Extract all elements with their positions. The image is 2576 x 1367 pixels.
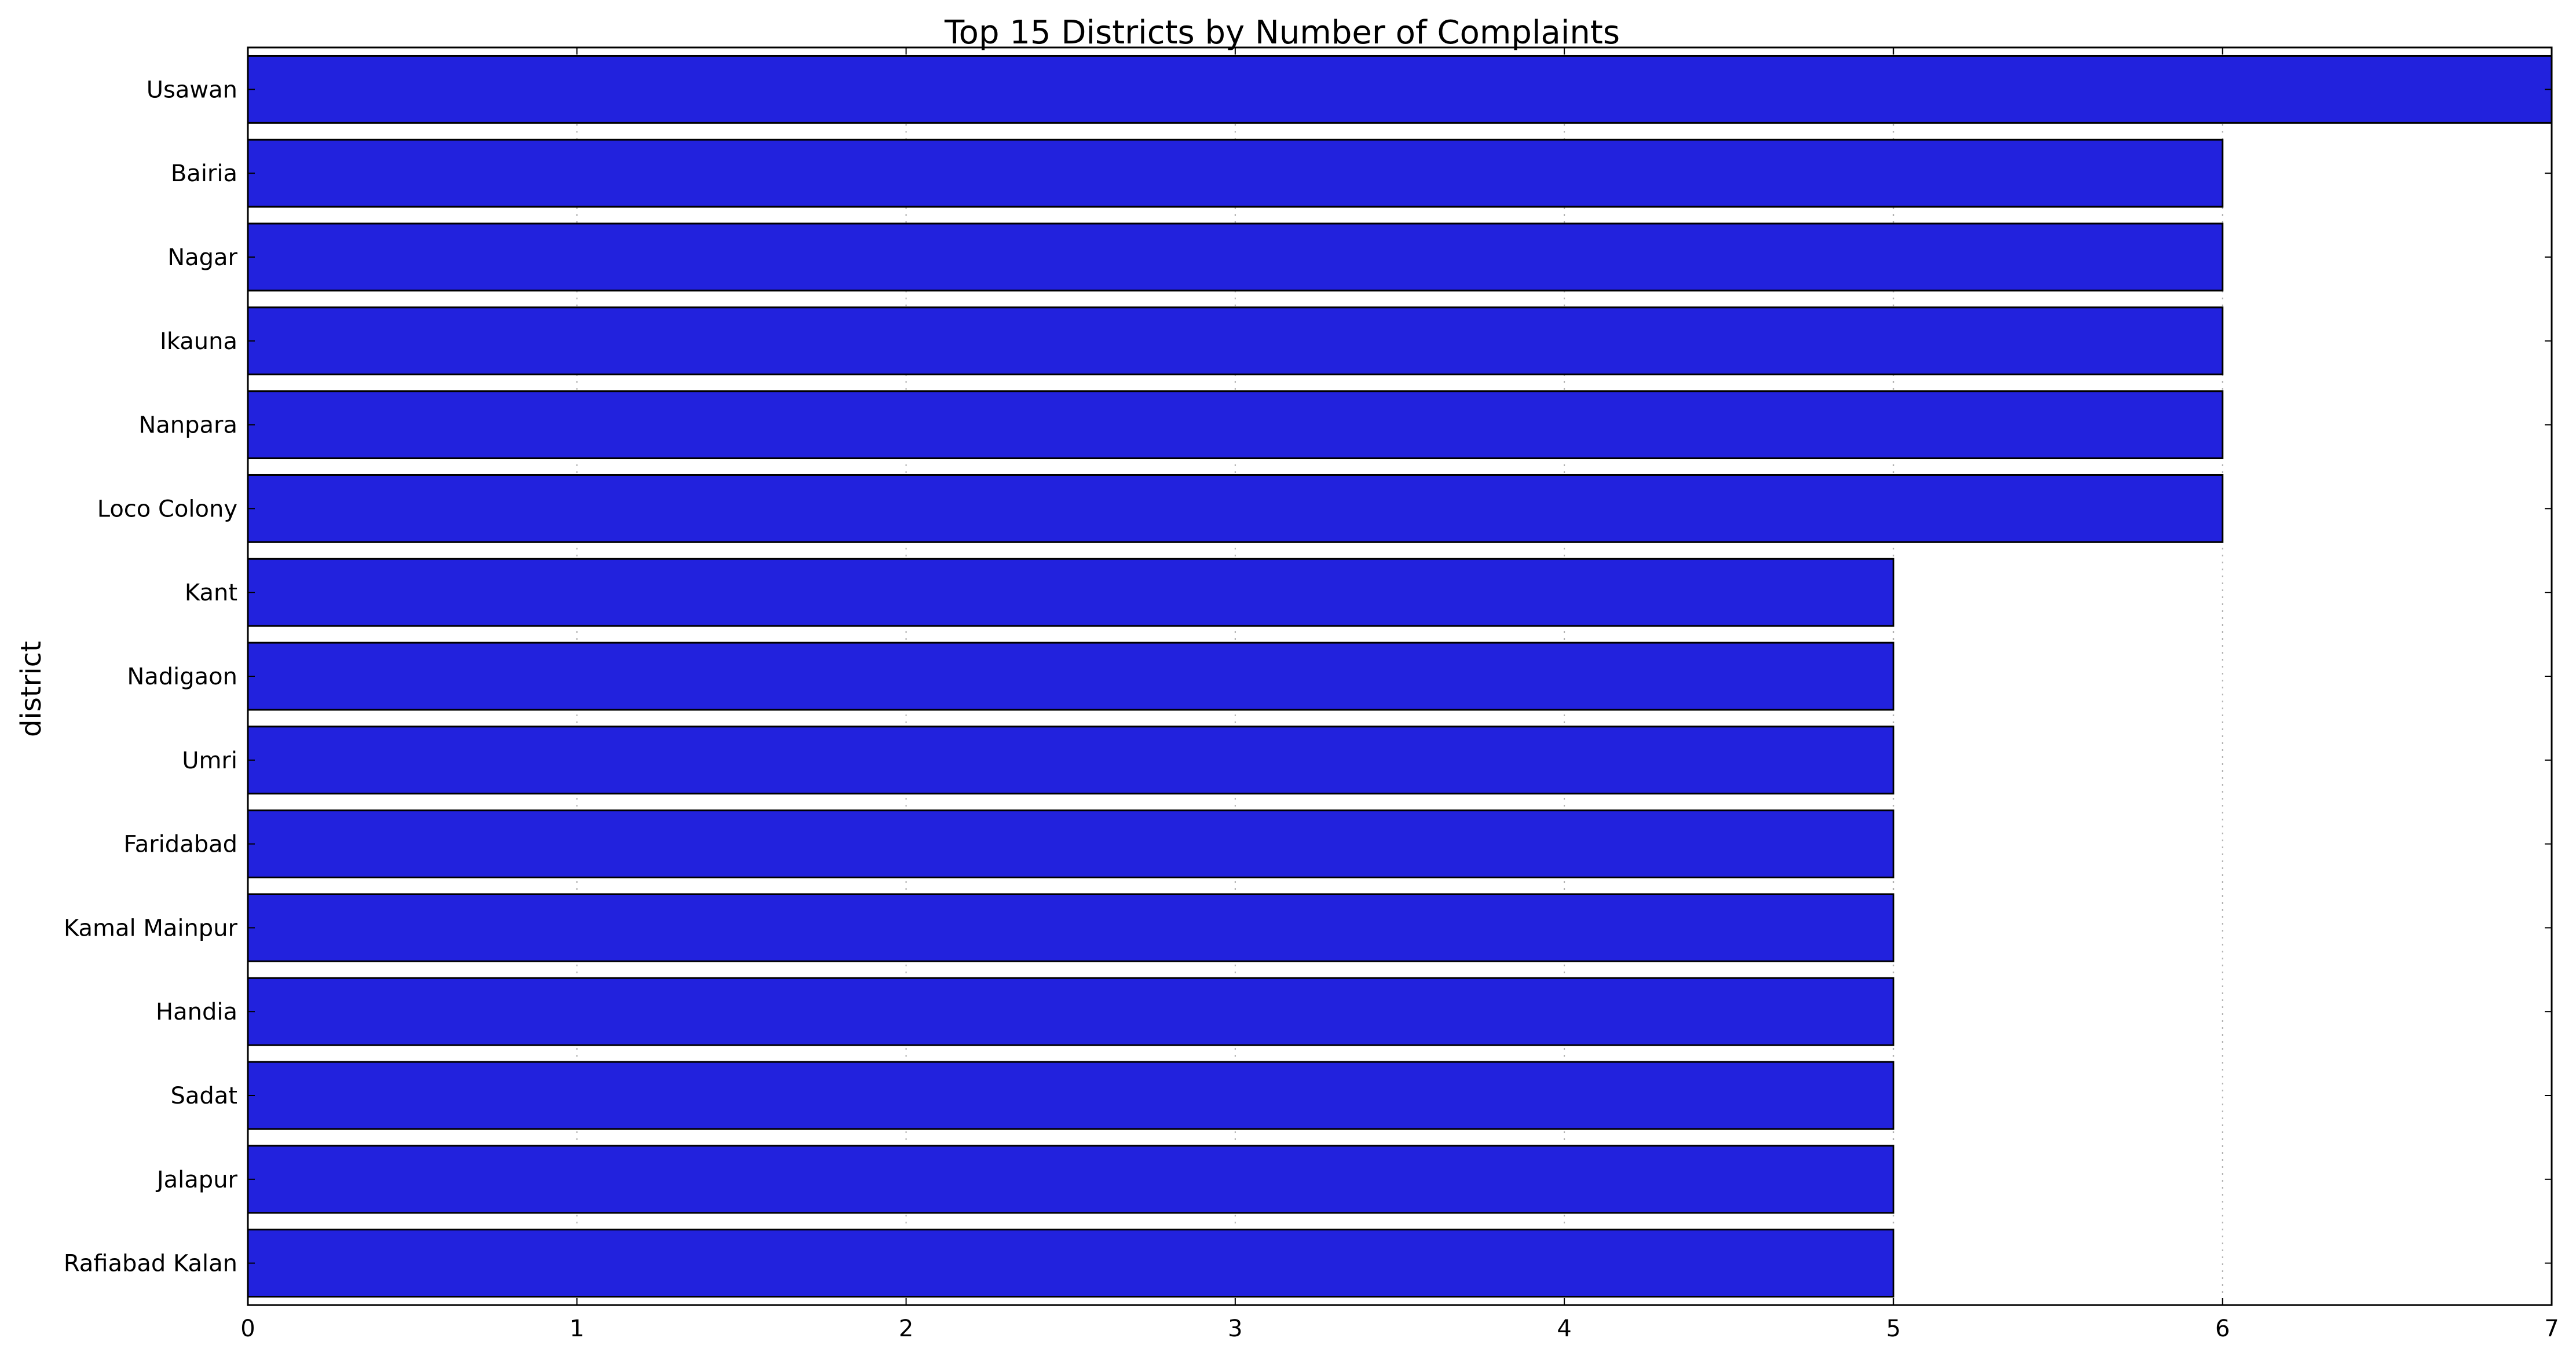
y-tick-label: Kant	[185, 580, 237, 606]
x-tick-label: 5	[1886, 1315, 1901, 1342]
y-tick-label: Nanpara	[138, 412, 237, 439]
bar-jalapur	[247, 1145, 1894, 1214]
bar-usawan	[247, 54, 2553, 124]
x-tick-label: 1	[570, 1315, 584, 1342]
bar-bairia	[247, 138, 2224, 208]
y-axis-label: district	[15, 641, 47, 737]
x-tick-label: 4	[1557, 1315, 1571, 1342]
x-tick-label: 0	[240, 1315, 255, 1342]
y-tick-label: Nagar	[167, 244, 237, 271]
y-tick-label: Sadat	[171, 1083, 238, 1109]
y-tick-label: Handia	[156, 999, 237, 1025]
y-tick-label: Usawan	[147, 76, 237, 103]
bar-nagar	[247, 222, 2224, 292]
y-tick-label: Ikauna	[160, 328, 237, 355]
x-tick-label: 6	[2215, 1315, 2230, 1342]
y-tick-label: Jalapur	[155, 1167, 238, 1193]
bar-handia	[247, 977, 1894, 1046]
chart-title: Top 15 Districts by Number of Complaints	[944, 14, 1620, 52]
x-tick-label: 3	[1228, 1315, 1242, 1342]
x-tick-label: 7	[2544, 1315, 2559, 1342]
y-tick-label: Umri	[182, 747, 237, 774]
bar-umri	[247, 725, 1894, 795]
y-tick-label: Loco Colony	[97, 496, 237, 522]
bar-faridabad	[247, 809, 1894, 879]
bar-kamal-mainpur	[247, 893, 1894, 962]
y-tick-label: Rafiabad Kalan	[64, 1251, 237, 1277]
bar-nanpara	[247, 390, 2224, 460]
y-tick-label: Nadigaon	[127, 664, 237, 690]
y-tick-label: Kamal Mainpur	[64, 915, 238, 941]
bars-layer	[247, 54, 2553, 1298]
bar-ikauna	[247, 306, 2224, 376]
x-tick-label: 2	[899, 1315, 913, 1342]
bar-kant	[247, 558, 1894, 627]
bar-sadat	[247, 1061, 1894, 1130]
bar-rafiabad-kalan	[247, 1229, 1894, 1298]
plot-frame	[247, 46, 2553, 1306]
y-tick-label: Bairia	[171, 160, 237, 187]
ticks-layer: Usawan Bairia Nagar Ikauna Nanpara Loco Colon…	[64, 47, 2559, 1342]
y-tick-label: Faridabad	[123, 831, 237, 858]
bar-nadigaon	[247, 642, 1894, 711]
bar-loco-colony	[247, 474, 2224, 543]
